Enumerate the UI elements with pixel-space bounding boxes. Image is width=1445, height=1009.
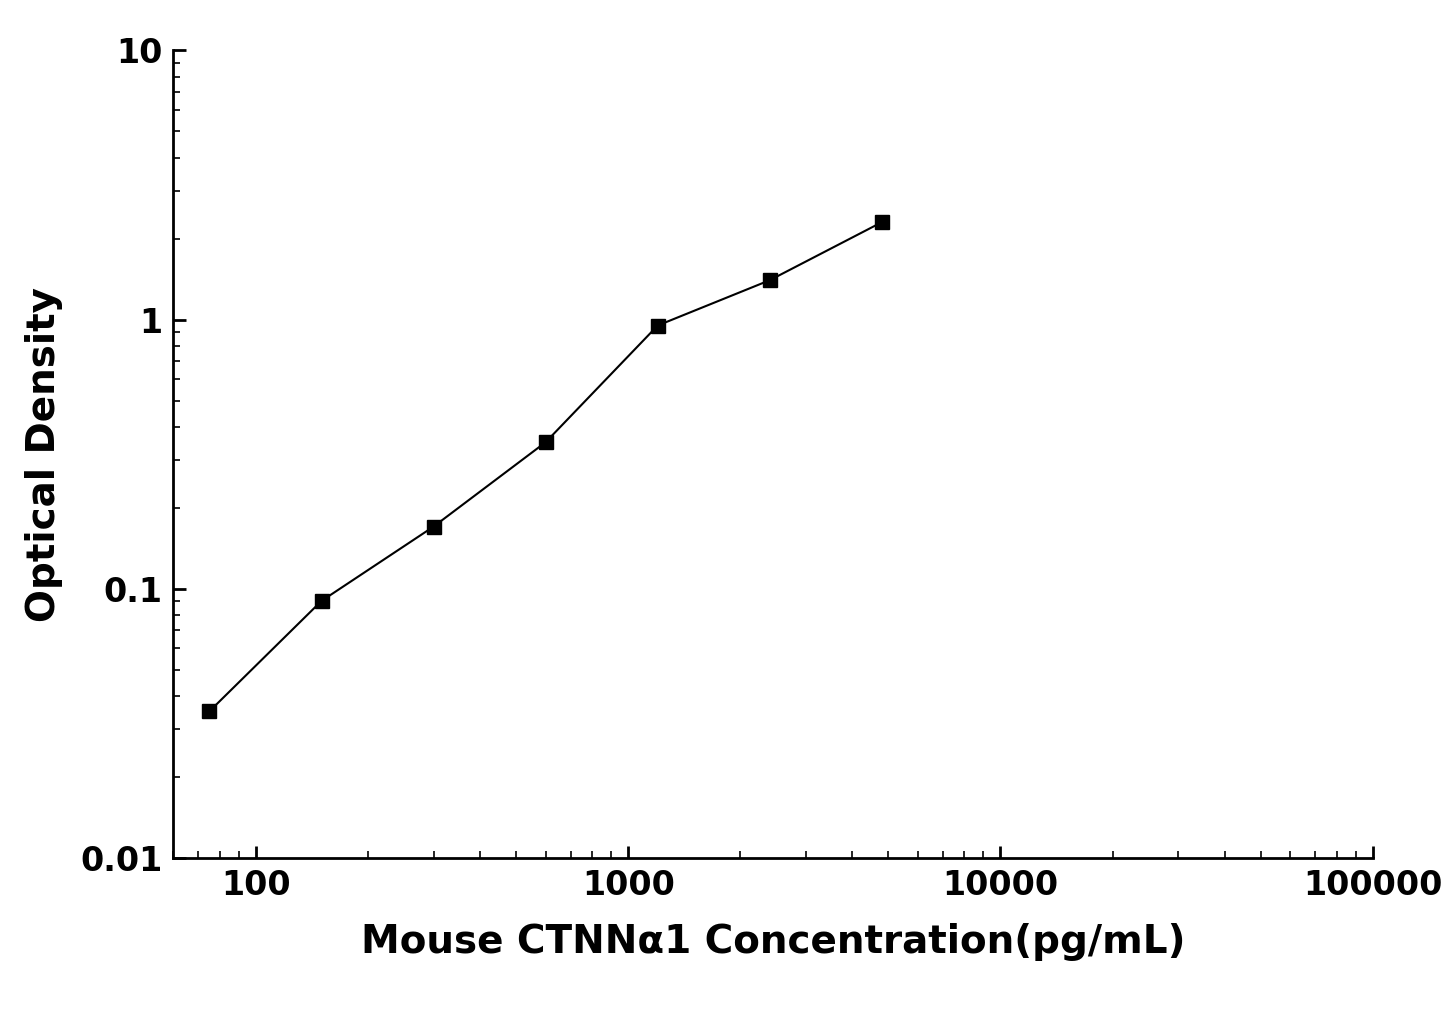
X-axis label: Mouse CTNNα1 Concentration(pg/mL): Mouse CTNNα1 Concentration(pg/mL) <box>361 922 1185 961</box>
Y-axis label: Optical Density: Optical Density <box>26 287 64 622</box>
